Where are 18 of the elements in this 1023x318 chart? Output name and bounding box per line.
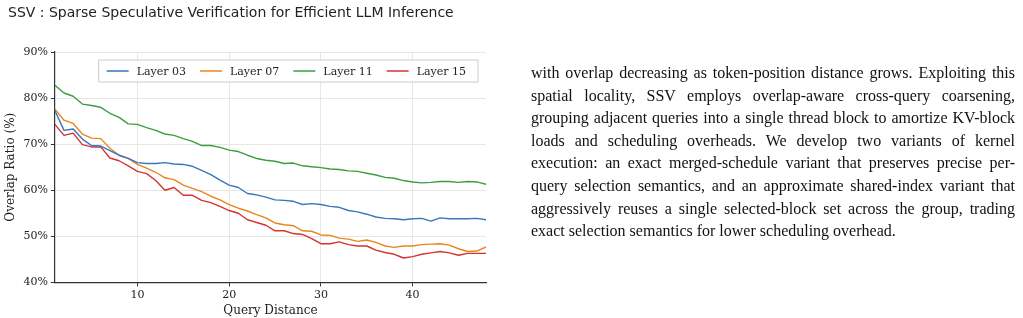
x-axis-title: Query Distance — [223, 302, 318, 317]
x-tick-label: 30 — [313, 287, 328, 301]
chart-title: SSV : Sparse Speculative Verification for Efficient LLM Inference — [8, 4, 454, 20]
y-tick-label: 50% — [23, 229, 48, 243]
text: with overlap decreasing as token-position distance grows. Exploiting this spatial locality, SSV employs overlap-aware cross-query coarsening, grouping adjacent queries into a single thread block to amortize KV-block loads and scheduling overheads. We develop two variants of kernel execution: an exact merged-schedule variant that preserves precise per-query selection semantics, and an approximate shared-index variant that aggressively reuses a single selected-block set across the group, trading exact selection semantics for lower scheduling overhead. — [531, 63, 1015, 242]
y-axis-title: Overlap Ratio (%) — [3, 112, 18, 222]
legend-label: Layer 03 — [136, 64, 186, 78]
x-tick-label: 20 — [222, 287, 237, 301]
legend-label: Layer 15 — [416, 64, 466, 78]
y-tick-label: 80% — [23, 90, 48, 104]
legend-label: Layer 07 — [229, 64, 280, 78]
y-tick-label: 60% — [23, 183, 48, 197]
legend-label: Layer 11 — [323, 64, 373, 78]
y-tick-label: 40% — [23, 275, 48, 289]
x-tick-label: 40 — [405, 287, 420, 301]
x-tick-label: 10 — [130, 287, 145, 301]
y-tick-label: 90% — [23, 44, 48, 58]
y-tick-label: 70% — [23, 137, 48, 151]
